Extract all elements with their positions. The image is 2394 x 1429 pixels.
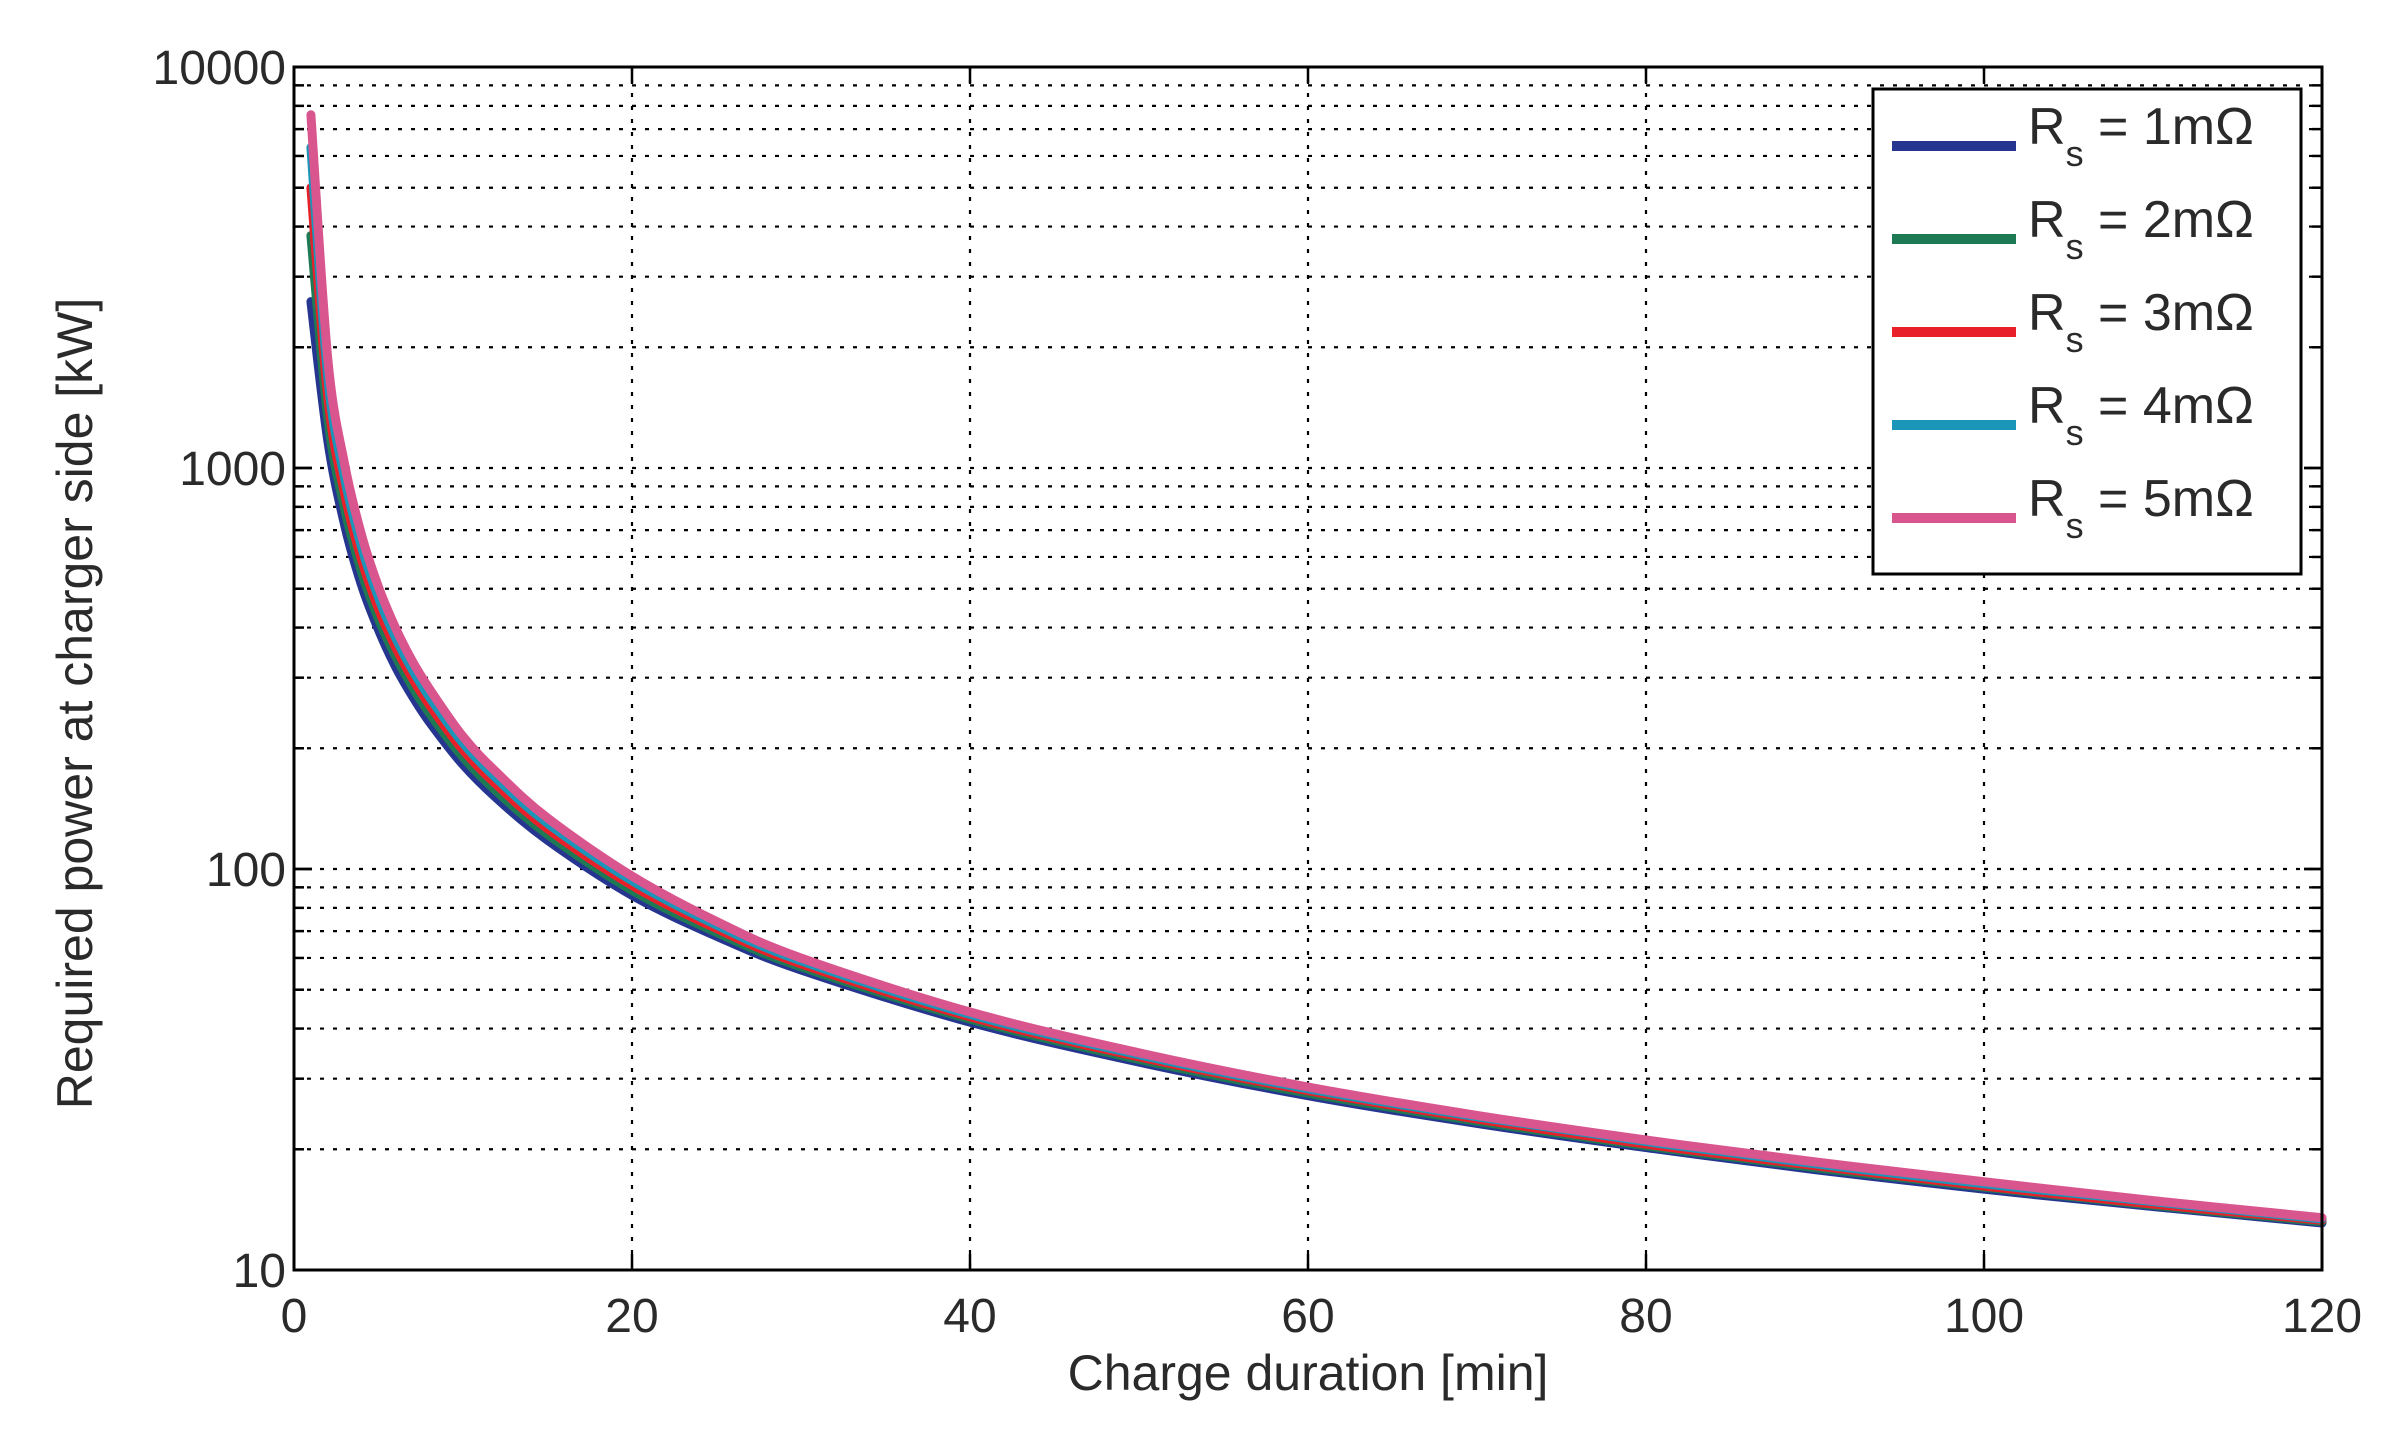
legend-items: Rs = 1mΩ Rs = 2mΩ Rs = 3mΩ Rs = 4mΩ Rs = 5mΩ <box>1892 98 2254 546</box>
y-tick-label: 10 <box>233 1245 286 1298</box>
x-axis-label: Charge duration [min] <box>1068 1345 1549 1401</box>
x-tick-label: 100 <box>1944 1290 2024 1343</box>
grid <box>294 67 2322 1270</box>
series-line-5 <box>306 110 2327 1223</box>
x-tick-label: 80 <box>1619 1290 1672 1343</box>
y-axis-label: Required power at charger side [kW] <box>47 298 103 1109</box>
tick-labels: 0 20 40 60 80 100 120 10 100 1000 10000 <box>153 42 2363 1343</box>
x-tick-label: 0 <box>281 1290 308 1343</box>
legend-label-3: Rs = 3mΩ <box>2028 284 2254 360</box>
series-layer <box>306 110 2327 1228</box>
y-tick-label: 10000 <box>153 42 286 95</box>
x-tick-label: 40 <box>943 1290 996 1343</box>
x-tick-label: 120 <box>2282 1290 2362 1343</box>
y-tick-label: 1000 <box>179 443 286 496</box>
legend-label-5: Rs = 5mΩ <box>2028 470 2254 546</box>
legend-label-1: Rs = 1mΩ <box>2028 98 2254 174</box>
legend-label-2: Rs = 2mΩ <box>2028 191 2254 267</box>
legend: Rs = 1mΩ Rs = 2mΩ Rs = 3mΩ Rs = 4mΩ Rs = 5mΩ <box>1871 87 2303 576</box>
x-tick-label: 60 <box>1281 1290 1334 1343</box>
y-tick-label: 100 <box>206 844 286 897</box>
legend-label-4: Rs = 4mΩ <box>2028 377 2254 453</box>
axis-ticks <box>292 65 2324 1272</box>
x-tick-label: 20 <box>605 1290 658 1343</box>
